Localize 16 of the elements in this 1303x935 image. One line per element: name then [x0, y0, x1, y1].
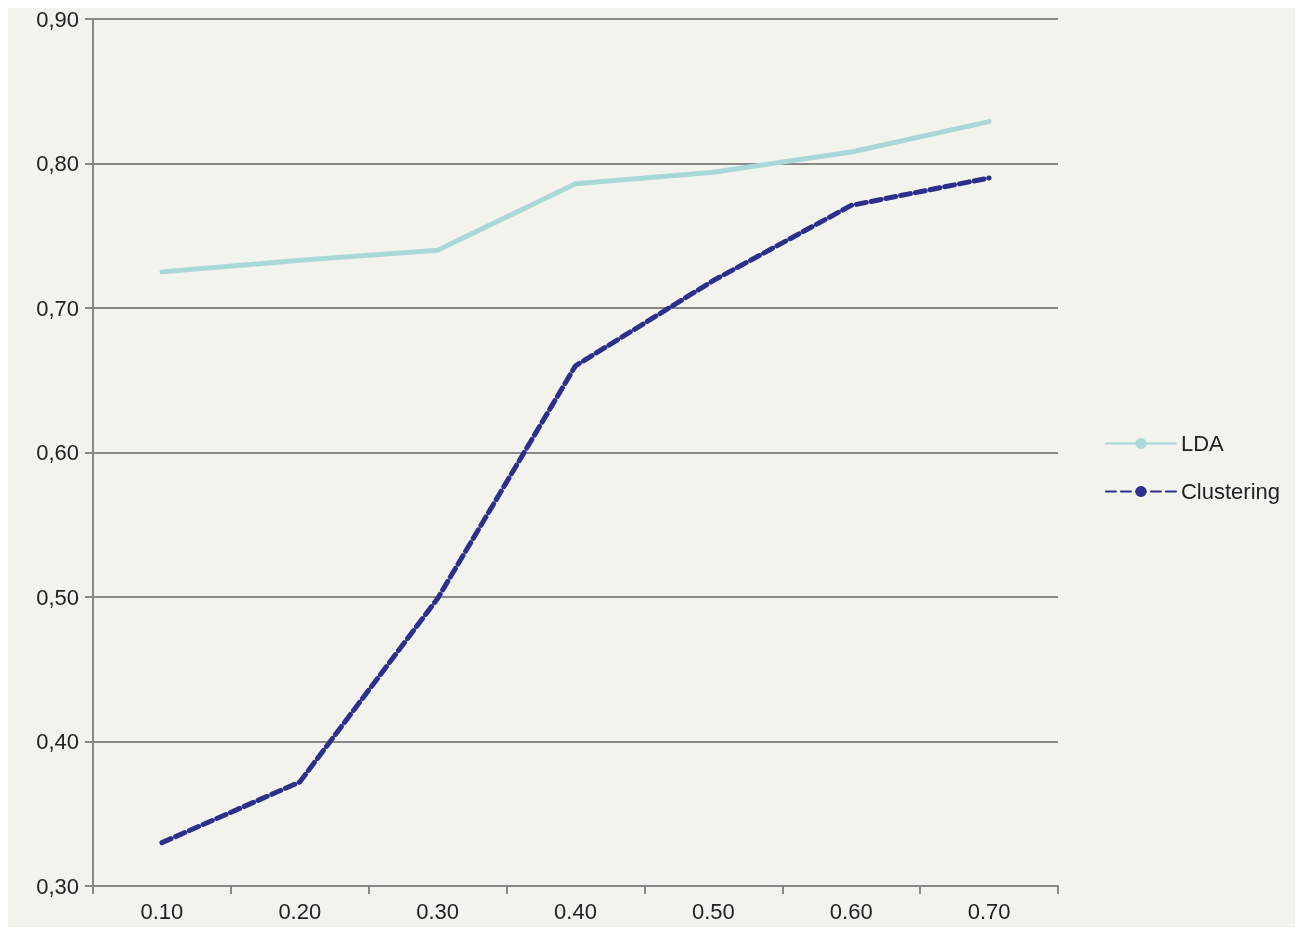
- x-tick-label: 0.30: [416, 898, 460, 924]
- y-tick-label: 0,70: [36, 295, 79, 321]
- y-tick-label: 0,50: [36, 584, 79, 610]
- x-tick-label: 0.40: [554, 898, 597, 924]
- y-tick-label: 0,80: [36, 151, 79, 176]
- legend-label: Clustering: [1180, 479, 1280, 504]
- y-tick-label: 0,40: [36, 729, 79, 754]
- y-tick-label: 0,60: [36, 440, 79, 465]
- y-tick-label: 0,90: [36, 6, 79, 32]
- x-tick-label: 0.20: [278, 898, 322, 924]
- legend-label: LDA: [1180, 431, 1225, 456]
- y-tick-label: 0,30: [36, 873, 79, 899]
- x-tick-label: 0.50: [691, 898, 735, 924]
- x-tick-label: 0.60: [829, 898, 873, 924]
- x-tick-label: 0.10: [140, 898, 184, 924]
- x-tick-label: 0.70: [967, 898, 1011, 924]
